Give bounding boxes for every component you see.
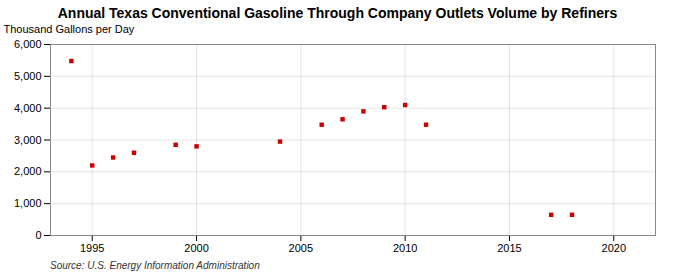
svg-text:6,000: 6,000: [14, 38, 42, 50]
svg-text:2015: 2015: [497, 242, 521, 254]
html-text:Source: U.S. Energy Informatio: Source: U.S. Energy Information Administ…: [50, 260, 260, 271]
svg-text:3,000: 3,000: [14, 134, 42, 146]
svg-text:4,000: 4,000: [14, 102, 42, 114]
svg-text:1,000: 1,000: [14, 197, 42, 209]
svg-text:5,000: 5,000: [14, 70, 42, 82]
svg-text:0: 0: [35, 229, 41, 241]
html-text:Annual Texas Conventional Gaso: Annual Texas Conventional Gasoline Throu…: [57, 5, 618, 21]
svg-text:2,000: 2,000: [14, 165, 42, 177]
svg-text:2020: 2020: [602, 242, 626, 254]
svg-text:1995: 1995: [80, 242, 104, 254]
svg-text:2005: 2005: [289, 242, 313, 254]
svg-text:2010: 2010: [393, 242, 417, 254]
svg-text:Thousand Gallons per Day: Thousand Gallons per Day: [4, 23, 135, 35]
svg-text:2000: 2000: [184, 242, 208, 254]
